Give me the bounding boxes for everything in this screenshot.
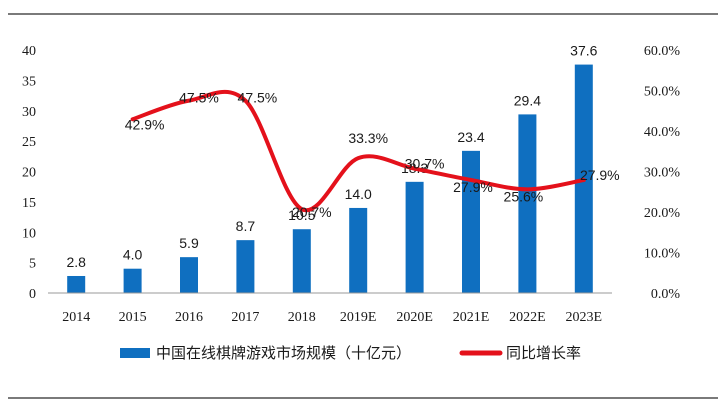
left-tick-label: 15 (22, 196, 36, 211)
growth-rate-label: 27.9% (453, 179, 493, 195)
x-tick-label: 2021E (453, 310, 490, 325)
bar-value-label: 2.8 (66, 254, 86, 270)
bar (292, 229, 311, 293)
left-tick-label: 35 (22, 74, 36, 89)
right-tick-label: 20.0% (644, 206, 681, 221)
bar-value-label: 4.0 (123, 247, 143, 263)
left-tick-label: 0 (29, 287, 36, 302)
left-tick-label: 30 (22, 105, 36, 120)
growth-rate-line (130, 89, 586, 213)
x-axis-labels: 2014 2015 2016 2017 2018 2019E 2020E 2021E 2022E… (62, 310, 602, 325)
right-tick-label: 30.0% (644, 166, 681, 181)
bar-value-label: 8.7 (236, 218, 256, 234)
legend: 中国在线棋牌游戏市场规模（十亿元） 同比增长率 (120, 345, 581, 362)
x-tick-label: 2018 (288, 310, 316, 325)
growth-rate-label: 20.7% (292, 204, 332, 220)
growth-rate-label: 27.9% (580, 167, 620, 183)
x-tick-label: 2023E (566, 310, 603, 325)
bar (349, 207, 368, 293)
bar-series (67, 64, 593, 294)
bar (180, 257, 198, 293)
bar-value-labels: 2.8 4.05.98.710.514.018.323.429.437.6 (66, 43, 597, 270)
growth-rate-label: 30.7% (405, 156, 445, 172)
right-tick-label: 0.0% (651, 287, 681, 302)
left-tick-label: 20 (22, 166, 36, 181)
bar-value-label: 5.9 (179, 235, 199, 251)
growth-rate-labels: 42.9% 47.5% 47.5% 20.7% 33.3% 30.7% 27.9% 25.6%… (125, 90, 620, 221)
growth-rate-label: 47.5% (179, 90, 219, 106)
right-tick-label: 50.0% (644, 85, 681, 100)
bar (462, 150, 480, 293)
bar (236, 240, 255, 293)
x-tick-label: 2020E (396, 310, 433, 325)
bar (67, 275, 86, 293)
left-tick-label: 25 (22, 135, 36, 150)
right-axis-ticks: 0.0% 10.0% 20.0% 30.0% 40.0% 50.0% 60.0% (644, 44, 681, 302)
x-tick-label: 2022E (509, 310, 546, 325)
x-tick-label: 2019E (340, 310, 377, 325)
right-tick-label: 40.0% (644, 125, 681, 140)
x-tick-label: 2016 (175, 310, 203, 325)
growth-rate-label: 25.6% (504, 188, 544, 204)
left-tick-label: 5 (29, 257, 36, 272)
bar-value-label: 23.4 (457, 129, 484, 145)
right-tick-label: 60.0% (644, 44, 681, 59)
legend-bar-swatch (120, 348, 150, 358)
x-tick-label: 2017 (231, 310, 259, 325)
growth-rate-label: 33.3% (348, 130, 388, 146)
right-tick-label: 10.0% (644, 247, 681, 262)
legend-line-label: 同比增长率 (506, 345, 581, 362)
growth-rate-label: 47.5% (238, 90, 278, 106)
x-tick-label: 2015 (119, 310, 147, 325)
left-tick-label: 10 (22, 226, 36, 241)
growth-rate-label: 42.9% (125, 116, 165, 132)
left-tick-label: 40 (22, 44, 36, 59)
bar-value-label: 29.4 (514, 92, 541, 108)
x-tick-label: 2014 (62, 310, 90, 325)
bar (518, 114, 537, 294)
bar-value-label: 14.0 (345, 186, 372, 202)
bar-value-label: 37.6 (570, 43, 597, 59)
bar (405, 181, 424, 293)
left-axis-ticks: 0 5 10 15 20 25 30 35 40 (22, 44, 36, 302)
bar (123, 268, 142, 293)
legend-bar-label: 中国在线棋牌游戏市场规模（十亿元） (156, 345, 411, 362)
